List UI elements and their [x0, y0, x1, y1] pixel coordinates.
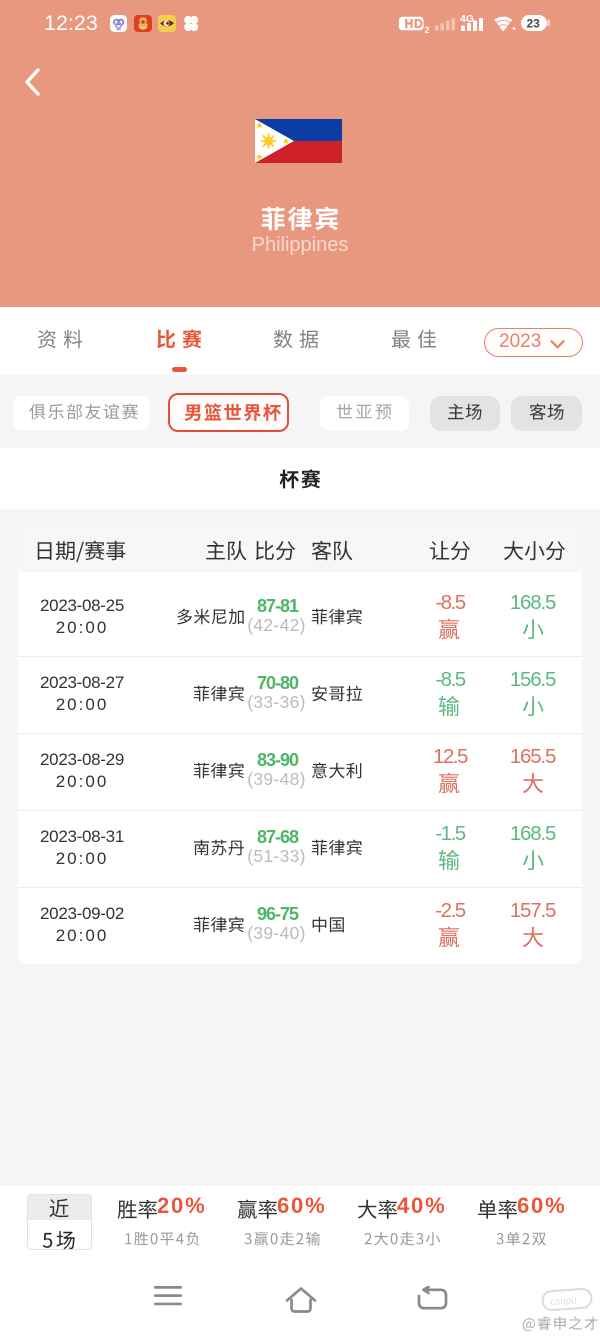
- svg-text:csupu: csupu: [550, 1295, 577, 1308]
- svg-text:23: 23: [527, 17, 541, 31]
- svg-text:4G: 4G: [460, 13, 474, 25]
- svg-text:2: 2: [425, 25, 430, 35]
